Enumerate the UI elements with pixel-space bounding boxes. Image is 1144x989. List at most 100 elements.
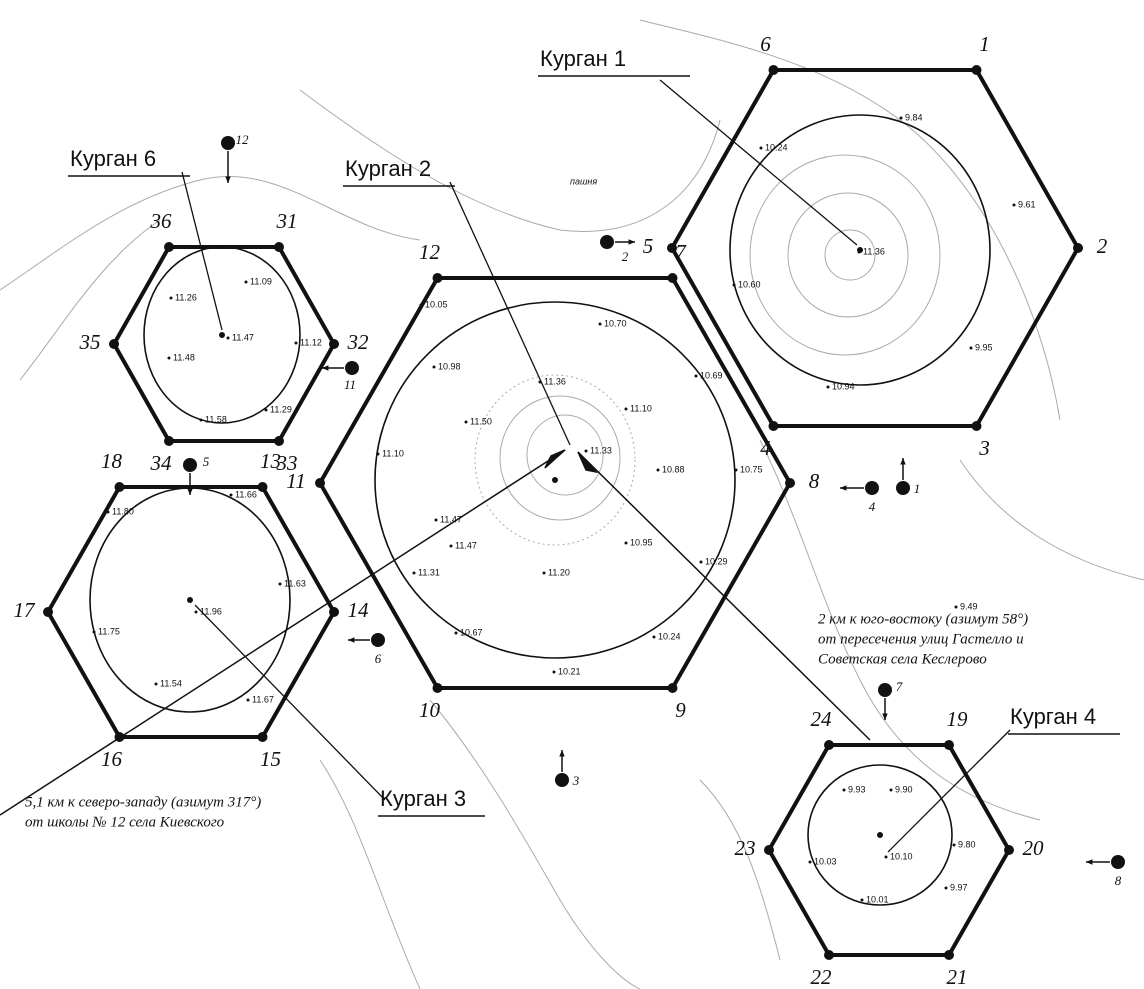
vertex-label: 16 (101, 747, 123, 771)
vertex-label: 8 (809, 469, 820, 493)
elevation-point (625, 408, 628, 411)
vertex-label: 15 (260, 747, 281, 771)
annotation: Советская села Кеслерово (818, 651, 987, 667)
vertex (115, 732, 125, 742)
elevation-point (168, 357, 171, 360)
marker-label: 6 (375, 651, 382, 666)
contour (500, 396, 620, 520)
survey-marker (1111, 855, 1125, 869)
marker-arrow-head (187, 489, 192, 495)
vertex-label: 12 (419, 240, 441, 264)
vertex (1004, 845, 1014, 855)
elevation-point (760, 147, 763, 150)
vertex-label: 5 (643, 234, 654, 258)
elevation-point (93, 631, 96, 634)
marker-label: 2 (622, 249, 629, 264)
survey-marker (555, 773, 569, 787)
elevation-label: 9.97 (950, 882, 968, 892)
elevation-label: 11.12 (300, 337, 322, 347)
elevation-label: 11.33 (590, 445, 612, 455)
vertex (769, 421, 779, 431)
vertex-label: 17 (14, 598, 37, 622)
vertex-label: 23 (735, 836, 756, 860)
elevation-label: 10.10 (890, 851, 913, 861)
vertex (764, 845, 774, 855)
survey-marker (896, 481, 910, 495)
elevation-point (247, 699, 250, 702)
leader-line (182, 172, 222, 330)
annotation: от пересечения улиц Гастелло и (818, 631, 1024, 647)
mound-center (877, 832, 883, 838)
elevation-point (230, 494, 233, 497)
elevation-point (970, 347, 973, 350)
elevation-label: 9.90 (895, 784, 913, 794)
elevation-label: 11.10 (382, 448, 404, 458)
elevation-label: 9.80 (958, 839, 976, 849)
elevation-label: 9.93 (848, 784, 866, 794)
marker-arrow-head (225, 177, 230, 183)
plan: 612345Курган 1127891011Курган 2363132333… (0, 0, 1144, 989)
vertex (944, 950, 954, 960)
vertex-label: 34 (150, 451, 173, 475)
annotation: 2 км к юго-востоку (азимут 58°) (818, 611, 1028, 627)
vertex (668, 273, 678, 283)
elevation-label: 11.66 (235, 489, 257, 499)
survey-marker (345, 361, 359, 375)
elevation-label: 10.60 (738, 279, 761, 289)
elevation-label: 10.21 (558, 666, 581, 676)
vertex-label: 9 (675, 698, 686, 722)
marker-label: 12 (236, 132, 250, 147)
vertex (329, 339, 339, 349)
vertex-label: 7 (675, 240, 687, 264)
elevation-label: 10.69 (700, 370, 723, 380)
elevation-label: 10.67 (460, 627, 483, 637)
elevation-point (953, 844, 956, 847)
vertex (668, 683, 678, 693)
elevation-point (735, 469, 738, 472)
marker-label: 3 (572, 773, 580, 788)
vertex (824, 740, 834, 750)
elevation-point (155, 683, 158, 686)
elevation-label: 11.36 (544, 376, 566, 386)
vertex (824, 950, 834, 960)
vertex-label: 13 (260, 449, 281, 473)
elevation-label: 10.88 (662, 464, 685, 474)
elevation-label: 11.96 (200, 606, 222, 616)
elevation-label: 10.70 (604, 318, 627, 328)
marker-arrow-head (629, 239, 635, 244)
vertex (43, 607, 53, 617)
elevation-point (585, 450, 588, 453)
elevation-point (279, 583, 282, 586)
elevation-point (809, 861, 812, 864)
vertex (972, 65, 982, 75)
vertex-label: 10 (419, 698, 441, 722)
elevation-label: 9.95 (975, 342, 993, 352)
elevation-label: 10.24 (765, 142, 788, 152)
vertex-label: 35 (79, 330, 101, 354)
mound-label: Курган 3 (380, 786, 466, 811)
elevation-point (553, 671, 556, 674)
elevation-label: 10.03 (814, 856, 837, 866)
contour (788, 193, 908, 317)
elevation-label: 11.80 (112, 506, 134, 516)
marker-label: 5 (203, 454, 210, 469)
vertex (274, 436, 284, 446)
vertex (329, 607, 339, 617)
vertex (315, 478, 325, 488)
elevation-point (107, 511, 110, 514)
vertex (258, 482, 268, 492)
marker-arrow-head (348, 637, 354, 642)
vertex (258, 732, 268, 742)
elevation-point (885, 856, 888, 859)
elevation-point (900, 117, 903, 120)
elevation-point (413, 572, 416, 575)
elevation-point (733, 284, 736, 287)
elevation-point (195, 611, 198, 614)
vertex-label: 1 (979, 32, 990, 56)
elevation-point (433, 366, 436, 369)
marker-arrow-head (559, 750, 564, 756)
vertex (944, 740, 954, 750)
contour (700, 780, 780, 960)
elevation-point (843, 789, 846, 792)
marker-arrow-head (1086, 859, 1092, 864)
